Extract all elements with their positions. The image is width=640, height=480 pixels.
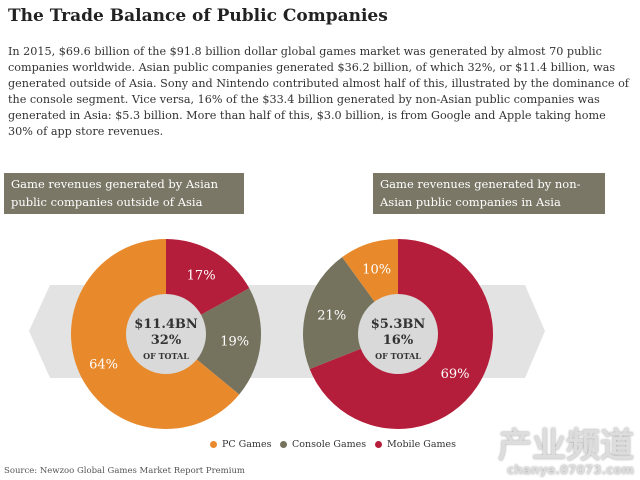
pc-dot-icon — [210, 441, 217, 448]
center-value: $5.3BN — [371, 317, 426, 332]
watermark-site: chanye.07073.com — [507, 463, 634, 477]
donut-hole — [358, 294, 438, 374]
legend-label: PC Games — [222, 439, 272, 450]
slice-label: 21% — [317, 309, 346, 324]
legend-pc: PC Games — [210, 439, 271, 450]
page-title: The Trade Balance of Public Companies — [8, 6, 388, 26]
legend-label: Console Games — [292, 439, 367, 450]
legend-console: Console Games — [280, 439, 366, 450]
slice-console-games — [166, 288, 261, 395]
center-sub: OF TOTAL — [375, 351, 421, 361]
donut-hole — [126, 294, 206, 374]
intro-paragraph: In 2015, $69.6 billion of the $91.8 bill… — [8, 45, 629, 138]
slice-label: 64% — [89, 357, 118, 372]
watermark-logo: 产业频道 chanye.07073.com — [498, 428, 634, 476]
mobile-dot-icon — [375, 441, 382, 448]
slice-label: 19% — [220, 334, 249, 349]
center-pct: 32% — [151, 333, 182, 348]
slice-label: 10% — [362, 262, 391, 277]
center-value: $11.4BN — [134, 317, 198, 332]
legend-mobile: Mobile Games — [375, 439, 456, 450]
slice-label: 17% — [187, 269, 216, 284]
legend-label: Mobile Games — [387, 439, 457, 450]
console-dot-icon — [280, 441, 287, 448]
source-note: Source: Newzoo Global Games Market Repor… — [4, 466, 245, 476]
center-sub: OF TOTAL — [143, 351, 189, 361]
slice-label: 69% — [441, 367, 470, 382]
chart-header-right: Game revenues generated by non-Asian pub… — [373, 173, 605, 214]
watermark-text: 产业频道 — [498, 426, 634, 466]
chart-header-left: Game revenues generated by Asian public … — [4, 173, 244, 214]
center-pct: 16% — [383, 333, 414, 348]
